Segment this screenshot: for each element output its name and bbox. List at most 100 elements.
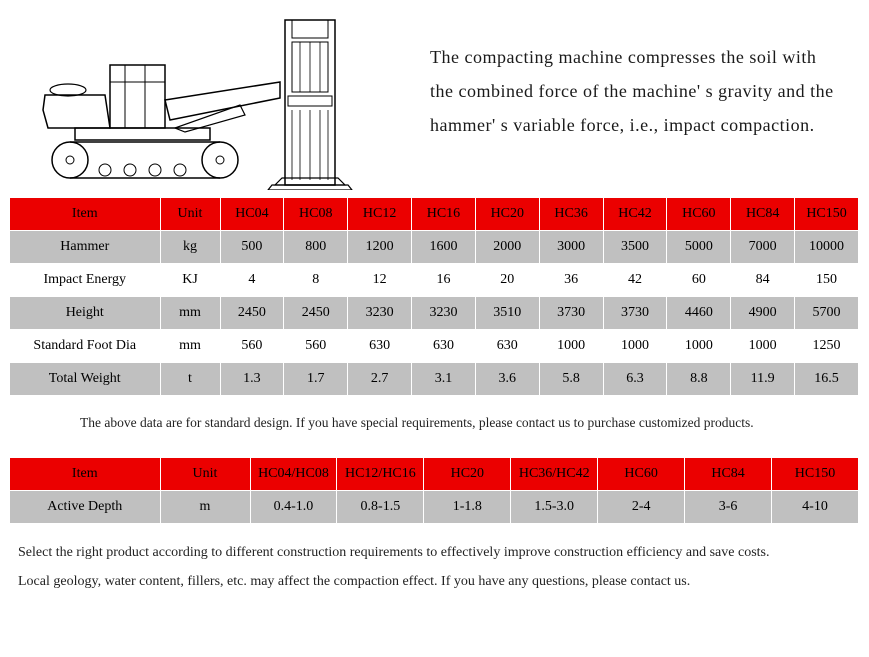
- spec-cell: 10000: [795, 231, 859, 264]
- spec-cell: 20: [475, 264, 539, 297]
- spec-cell: 7000: [731, 231, 795, 264]
- spec-cell: 3.1: [412, 363, 476, 396]
- spec-cell: 60: [667, 264, 731, 297]
- spec-cell: 630: [412, 330, 476, 363]
- spec-col-header: Item: [10, 198, 160, 231]
- spec-col-header: HC36: [539, 198, 603, 231]
- spec-cell: 2000: [475, 231, 539, 264]
- spec-cell: 8.8: [667, 363, 731, 396]
- depth-col-header: HC12/HC16: [337, 458, 424, 491]
- spec-cell: mm: [160, 297, 220, 330]
- depth-cell: 1-1.8: [424, 490, 511, 523]
- spec-row: Total Weightt1.31.72.73.13.65.86.38.811.…: [10, 363, 859, 396]
- depth-cell: 1.5-3.0: [511, 490, 598, 523]
- spec-col-header: HC84: [731, 198, 795, 231]
- depth-cell: 0.8-1.5: [337, 490, 424, 523]
- spec-row: Impact EnergyKJ4812162036426084150: [10, 264, 859, 297]
- spec-cell: 4460: [667, 297, 731, 330]
- depth-cell: 0.4-1.0: [250, 490, 337, 523]
- spec-cell: 36: [539, 264, 603, 297]
- spec-cell: 3230: [348, 297, 412, 330]
- depth-col-header: HC84: [685, 458, 772, 491]
- spec-note: The above data are for standard design. …: [80, 410, 859, 436]
- spec-cell: 12: [348, 264, 412, 297]
- depth-cell: 4-10: [772, 490, 859, 523]
- depth-col-header: HC150: [772, 458, 859, 491]
- spec-cell: Standard Foot Dia: [10, 330, 160, 363]
- spec-cell: 150: [795, 264, 859, 297]
- spec-col-header: HC150: [795, 198, 859, 231]
- spec-cell: 1600: [412, 231, 476, 264]
- spec-cell: 5700: [795, 297, 859, 330]
- spec-cell: 3730: [539, 297, 603, 330]
- spec-cell: 11.9: [731, 363, 795, 396]
- spec-col-header: HC42: [603, 198, 667, 231]
- spec-cell: 1250: [795, 330, 859, 363]
- spec-cell: 560: [284, 330, 348, 363]
- spec-table: ItemUnitHC04HC08HC12HC16HC20HC36HC42HC60…: [10, 198, 859, 396]
- depth-col-header: Unit: [160, 458, 250, 491]
- depth-col-header: HC04/HC08: [250, 458, 337, 491]
- spec-col-header: HC04: [220, 198, 284, 231]
- spec-cell: Hammer: [10, 231, 160, 264]
- spec-cell: 5.8: [539, 363, 603, 396]
- spec-cell: 4: [220, 264, 284, 297]
- spec-cell: 560: [220, 330, 284, 363]
- depth-col-header: HC36/HC42: [511, 458, 598, 491]
- depth-col-header: Item: [10, 458, 160, 491]
- spec-cell: mm: [160, 330, 220, 363]
- spec-cell: 16.5: [795, 363, 859, 396]
- spec-cell: 1000: [731, 330, 795, 363]
- spec-cell: 2.7: [348, 363, 412, 396]
- depth-col-header: HC20: [424, 458, 511, 491]
- spec-cell: t: [160, 363, 220, 396]
- spec-cell: Impact Energy: [10, 264, 160, 297]
- spec-cell: 3.6: [475, 363, 539, 396]
- spec-cell: 1000: [539, 330, 603, 363]
- spec-cell: Height: [10, 297, 160, 330]
- spec-cell: 630: [348, 330, 412, 363]
- spec-cell: 3730: [603, 297, 667, 330]
- spec-col-header: HC16: [412, 198, 476, 231]
- spec-cell: 5000: [667, 231, 731, 264]
- spec-cell: 3000: [539, 231, 603, 264]
- spec-cell: 630: [475, 330, 539, 363]
- depth-cell: 2-4: [598, 490, 685, 523]
- depth-cell: 3-6: [685, 490, 772, 523]
- spec-cell: 1000: [603, 330, 667, 363]
- spec-cell: 500: [220, 231, 284, 264]
- spec-row: Standard Foot Diamm560560630630630100010…: [10, 330, 859, 363]
- spec-cell: 3500: [603, 231, 667, 264]
- spec-cell: 1.7: [284, 363, 348, 396]
- spec-cell: Total Weight: [10, 363, 160, 396]
- spec-row: Heightmm24502450323032303510373037304460…: [10, 297, 859, 330]
- spec-row: Hammerkg50080012001600200030003500500070…: [10, 231, 859, 264]
- spec-cell: 8: [284, 264, 348, 297]
- machine-diagram: [10, 10, 390, 190]
- selection-note-line2: Local geology, water content, fillers, e…: [18, 567, 859, 596]
- selection-note-line1: Select the right product according to di…: [18, 538, 859, 567]
- spec-col-header: HC60: [667, 198, 731, 231]
- spec-cell: kg: [160, 231, 220, 264]
- spec-cell: 42: [603, 264, 667, 297]
- spec-cell: 3230: [412, 297, 476, 330]
- spec-cell: 4900: [731, 297, 795, 330]
- spec-cell: 3510: [475, 297, 539, 330]
- spec-col-header: HC08: [284, 198, 348, 231]
- spec-cell: 16: [412, 264, 476, 297]
- depth-cell: Active Depth: [10, 490, 160, 523]
- spec-cell: 800: [284, 231, 348, 264]
- spec-col-header: HC12: [348, 198, 412, 231]
- spec-cell: 84: [731, 264, 795, 297]
- description-text: The compacting machine compresses the so…: [390, 10, 859, 143]
- spec-cell: 6.3: [603, 363, 667, 396]
- spec-cell: 2450: [284, 297, 348, 330]
- spec-col-header: HC20: [475, 198, 539, 231]
- spec-cell: 1200: [348, 231, 412, 264]
- spec-cell: KJ: [160, 264, 220, 297]
- depth-cell: m: [160, 490, 250, 523]
- spec-col-header: Unit: [160, 198, 220, 231]
- depth-col-header: HC60: [598, 458, 685, 491]
- spec-cell: 2450: [220, 297, 284, 330]
- depth-table: ItemUnitHC04/HC08HC12/HC16HC20HC36/HC42H…: [10, 458, 859, 524]
